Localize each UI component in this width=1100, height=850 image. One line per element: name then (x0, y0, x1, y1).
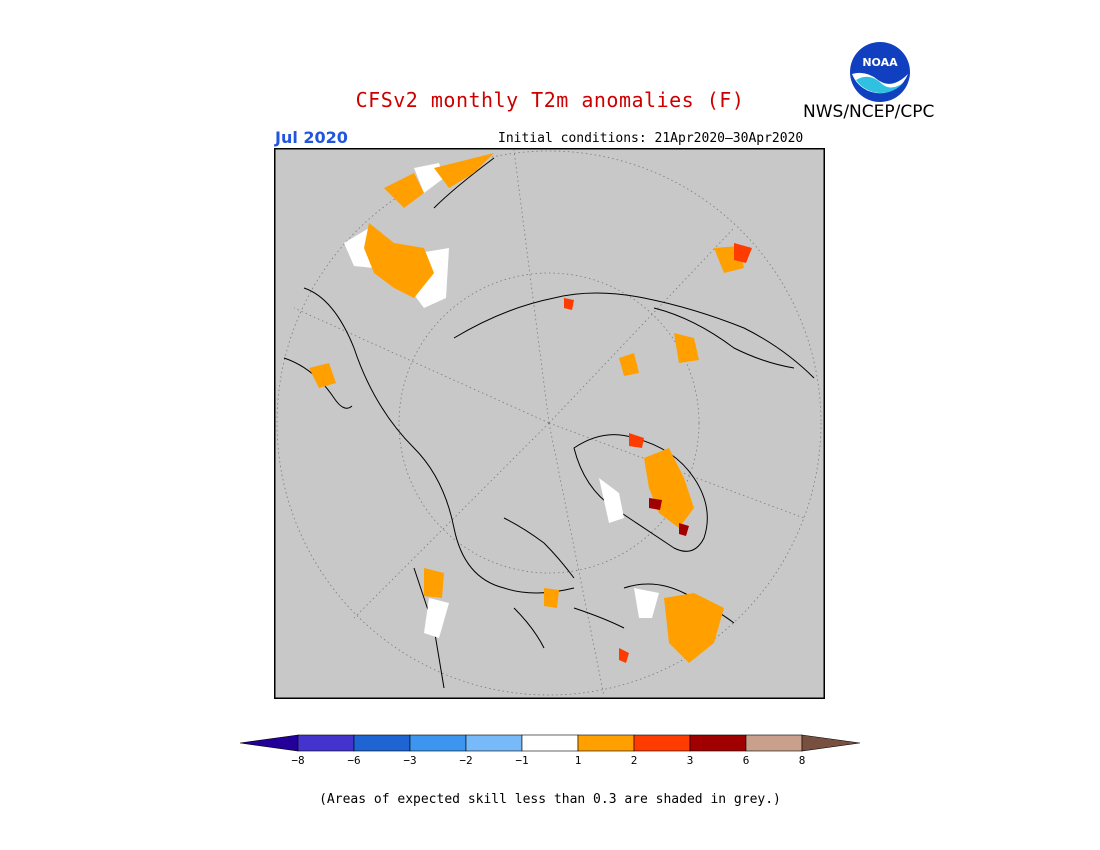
anomaly-fill-orange (309, 153, 744, 663)
initial-conditions-label: Initial conditions: 21Apr2020–30Apr2020 (498, 131, 804, 146)
polar-map (274, 148, 825, 699)
footnote: (Areas of expected skill less than 0.3 a… (319, 792, 781, 807)
colorbar-tick-label: −2 (459, 754, 472, 767)
colorbar-tick-label: −6 (347, 754, 360, 767)
anomaly-fill-red (564, 243, 752, 663)
colorbar-segment (465, 734, 523, 752)
colorbar-segment (745, 734, 803, 752)
colorbar-tick-label: 6 (743, 754, 750, 767)
colorbar-tick-label: 8 (799, 754, 806, 767)
colorbar-segment (297, 734, 355, 752)
noaa-logo: NOAA (850, 42, 910, 102)
anomaly-fill-darkred (649, 498, 689, 536)
colorbar-tick-label: −3 (403, 754, 416, 767)
colorbar-segment (577, 734, 635, 752)
colorbar-segment (409, 734, 467, 752)
colorbar-segment (801, 734, 861, 752)
colorbar-segment (689, 734, 747, 752)
colorbar-tick-label: −8 (291, 754, 304, 767)
colorbar-segment (521, 734, 579, 752)
colorbar-tick-label: 1 (575, 754, 582, 767)
colorbar-tick-label: −1 (515, 754, 528, 767)
colorbar-segment (353, 734, 411, 752)
chart-title: CFSv2 monthly T2m anomalies (F) (355, 88, 745, 112)
map-frame (274, 148, 825, 699)
colorbar: −8 −6 −3 −2 −1 1 2 3 6 8 (239, 734, 861, 767)
valid-month-label: Jul 2020 (275, 128, 348, 147)
noaa-logo-text: NOAA (862, 56, 898, 69)
colorbar-segment (239, 734, 299, 752)
colorbar-tick-label: 3 (687, 754, 694, 767)
colorbar-segment (633, 734, 691, 752)
agency-label: NWS/NCEP/CPC (803, 102, 935, 122)
colorbar-tick-label: 2 (631, 754, 638, 767)
